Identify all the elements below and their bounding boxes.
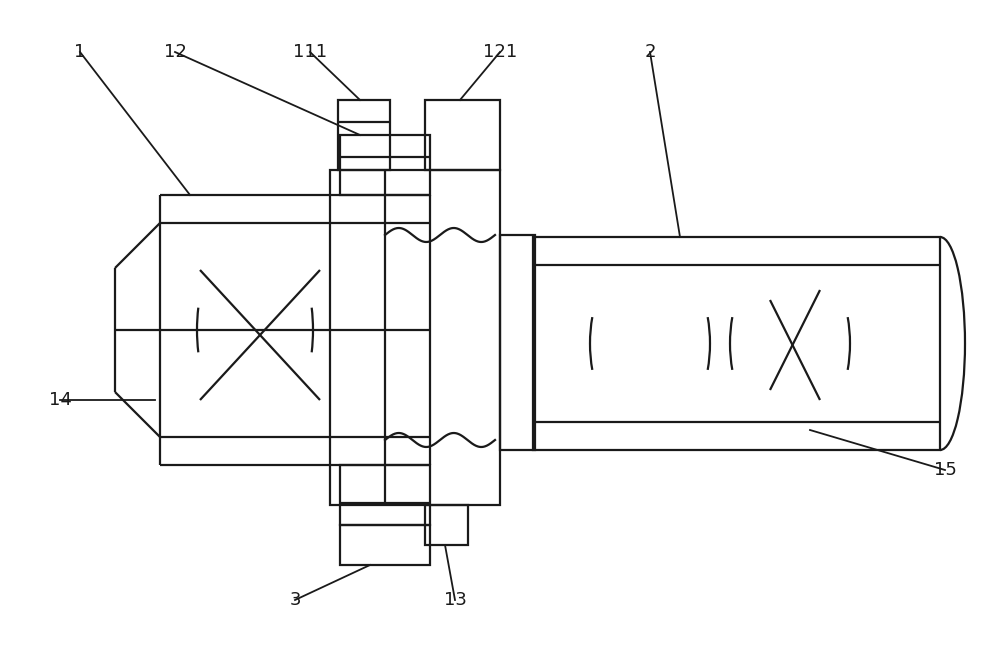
Text: 14: 14	[49, 391, 71, 409]
Text: 12: 12	[164, 43, 186, 61]
Bar	[338, 100, 390, 170]
Bar	[340, 135, 430, 195]
Bar	[500, 235, 535, 450]
Bar	[340, 525, 430, 565]
Text: 121: 121	[483, 43, 517, 61]
Bar	[425, 505, 468, 545]
Text: 13: 13	[444, 591, 466, 609]
Text: 3: 3	[289, 591, 301, 609]
Text: 1: 1	[74, 43, 86, 61]
Text: 111: 111	[293, 43, 327, 61]
Bar	[330, 170, 500, 505]
Bar	[340, 465, 430, 525]
Text: 2: 2	[644, 43, 656, 61]
Bar	[533, 237, 940, 450]
Bar	[425, 100, 500, 170]
Text: 15: 15	[934, 461, 956, 479]
